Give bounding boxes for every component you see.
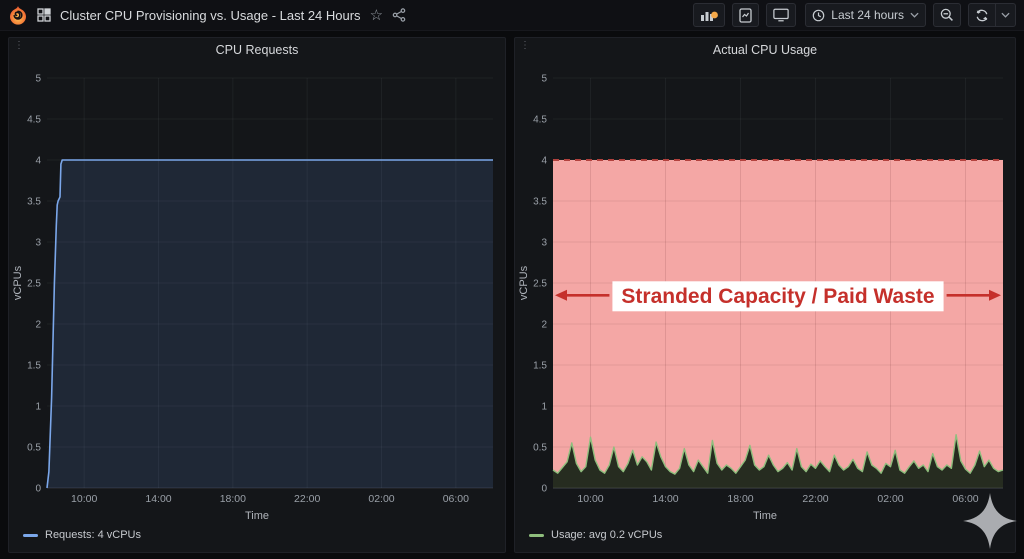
svg-text:5: 5	[35, 74, 41, 85]
svg-text:0.5: 0.5	[27, 443, 41, 454]
svg-text:4: 4	[541, 156, 547, 167]
save-dashboard-button[interactable]	[732, 3, 760, 27]
panel-header: ⋮ CPU Requests	[9, 38, 505, 62]
svg-text:2: 2	[541, 320, 547, 331]
svg-text:22:00: 22:00	[802, 493, 828, 505]
svg-text:0.5: 0.5	[533, 443, 547, 454]
svg-text:3: 3	[541, 238, 547, 249]
add-panel-icon	[701, 11, 719, 21]
cpu-requests-chart[interactable]: 0 0.5 1 1.5 2 2.5 3 3.5 4 4.5 5 10:00 14:00 18:00 22:0…	[11, 64, 503, 510]
svg-text:5: 5	[541, 74, 547, 85]
svg-text:2.5: 2.5	[27, 279, 41, 290]
zoom-out-icon	[940, 8, 953, 21]
actual-cpu-usage-chart[interactable]: 0 0.5 1 1.5 2 2.5 3 3.5 4 4.5 5 10:00 14:00 18:00 22:0…	[517, 64, 1013, 510]
panel-cpu-requests: ⋮ CPU Requests 0 0.5 1 1.5 2 2.5 3 3.5 4 4.5 5 10:0…	[8, 37, 506, 553]
refresh-interval-dropdown[interactable]	[996, 3, 1016, 27]
svg-text:2: 2	[35, 320, 41, 331]
svg-text:0: 0	[541, 484, 547, 495]
legend-marker-usage	[529, 533, 544, 537]
legend-label-usage[interactable]: Usage: avg 0.2 vCPUs	[551, 529, 663, 541]
svg-text:4.5: 4.5	[27, 115, 41, 126]
panel-title[interactable]: CPU Requests	[215, 43, 299, 57]
svg-text:vCPUs: vCPUs	[12, 265, 24, 300]
legend-marker-requests	[23, 533, 38, 537]
svg-text:Stranded Capacity / Paid Waste: Stranded Capacity / Paid Waste	[621, 285, 934, 308]
clock-icon	[812, 9, 825, 21]
grafana-logo[interactable]	[8, 5, 28, 25]
chevron-down-icon	[910, 12, 919, 18]
cycle-view-mode-button[interactable]	[766, 3, 797, 27]
save-dashboard-icon	[739, 7, 752, 23]
svg-text:1.5: 1.5	[27, 361, 41, 372]
svg-text:18:00: 18:00	[727, 493, 753, 505]
share-icon[interactable]	[392, 8, 406, 22]
add-panel-button[interactable]	[693, 3, 726, 27]
legend-label-requests[interactable]: Requests: 4 vCPUs	[45, 529, 141, 541]
panel-header: ⋮ Actual CPU Usage	[515, 38, 1015, 62]
refresh-button[interactable]	[968, 3, 996, 27]
svg-text:22:00: 22:00	[294, 493, 320, 505]
x-axis-label: Time	[244, 510, 270, 522]
svg-text:3.5: 3.5	[27, 197, 41, 208]
svg-text:3.5: 3.5	[533, 197, 547, 208]
svg-text:4: 4	[35, 156, 41, 167]
chevron-down-icon	[1001, 12, 1010, 18]
refresh-icon	[976, 9, 988, 21]
legend: Usage: avg 0.2 vCPUs	[515, 525, 1015, 545]
svg-text:02:00: 02:00	[877, 493, 903, 505]
svg-text:18:00: 18:00	[220, 493, 246, 505]
svg-text:1: 1	[35, 402, 41, 413]
svg-text:06:00: 06:00	[952, 493, 978, 505]
svg-text:4.5: 4.5	[533, 115, 547, 126]
svg-text:vCPUs: vCPUs	[518, 265, 530, 300]
legend: Requests: 4 vCPUs	[9, 525, 505, 545]
svg-text:1.5: 1.5	[533, 361, 547, 372]
panel-menu-icon[interactable]: ⋮	[14, 40, 24, 51]
time-range-picker[interactable]: Last 24 hours	[805, 3, 926, 27]
svg-text:0: 0	[35, 484, 41, 495]
top-navigation-bar: Cluster CPU Provisioning vs. Usage - Las…	[0, 0, 1024, 31]
refresh-split-button	[968, 3, 1016, 27]
svg-text:1: 1	[541, 402, 547, 413]
monitor-icon	[773, 8, 790, 22]
time-range-label: Last 24 hours	[831, 8, 904, 22]
svg-text:02:00: 02:00	[368, 493, 394, 505]
svg-text:14:00: 14:00	[652, 493, 678, 505]
svg-text:2.5: 2.5	[533, 279, 547, 290]
panel-title[interactable]: Actual CPU Usage	[712, 43, 818, 57]
star-icon[interactable]: ☆	[369, 6, 384, 24]
x-axis-label: Time	[752, 510, 778, 522]
sparkle-watermark-icon	[963, 493, 1017, 554]
svg-text:10:00: 10:00	[577, 493, 603, 505]
panel-menu-icon[interactable]: ⋮	[520, 40, 530, 51]
panel-actual-cpu-usage: ⋮ Actual CPU Usage 0 0.5 1 1.5 2 2.5 3 3.5 4 4.5 5…	[514, 37, 1016, 553]
svg-text:10:00: 10:00	[71, 493, 97, 505]
svg-text:14:00: 14:00	[145, 493, 171, 505]
dashboards-grid-icon[interactable]	[37, 8, 51, 22]
zoom-out-time-button[interactable]	[933, 3, 961, 27]
svg-text:06:00: 06:00	[443, 493, 469, 505]
dashboard-title: Cluster CPU Provisioning vs. Usage - Las…	[60, 7, 361, 23]
svg-text:3: 3	[35, 238, 41, 249]
